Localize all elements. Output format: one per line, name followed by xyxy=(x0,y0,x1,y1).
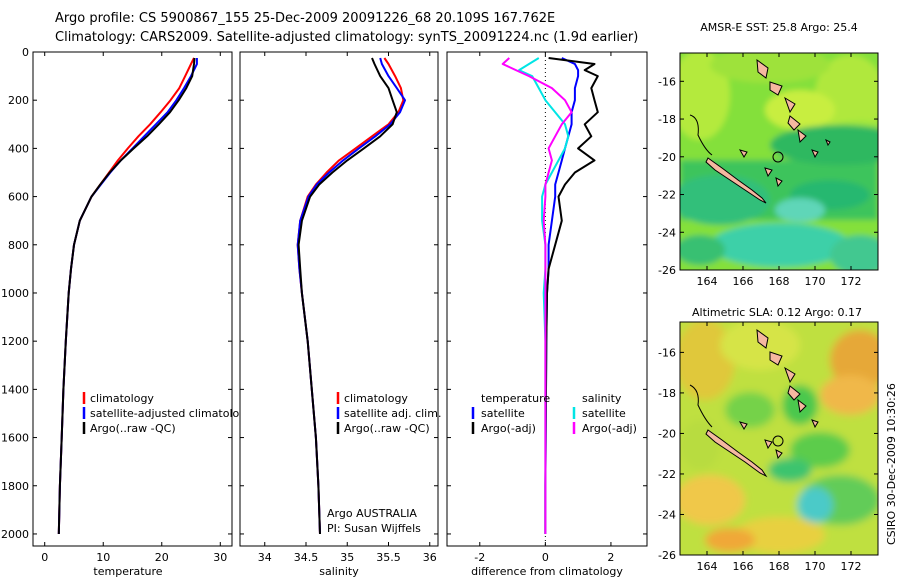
y-tick-label: 1400 xyxy=(1,383,29,396)
y-tick-label: 1800 xyxy=(1,480,29,493)
difference-lines xyxy=(501,52,599,546)
x-tick-label: 30 xyxy=(213,551,227,564)
sla-argo-position-marker xyxy=(772,435,784,447)
map-x-tick-label: 172 xyxy=(841,275,862,288)
sst-map-title: AMSR-E SST: 25.8 Argo: 25.4 xyxy=(700,21,858,34)
map-x-tick-label: 168 xyxy=(769,560,790,573)
salinity-xlabel: salinity xyxy=(319,565,359,578)
map-y-tick-label: -24 xyxy=(658,508,676,521)
map-x-tick-label: 170 xyxy=(805,560,826,573)
sst-map-panel: AMSR-E SST: 25.8 Argo: 25.4 xyxy=(658,21,879,288)
legend-header-temperature: temperature xyxy=(481,392,550,405)
x-tick-label: 0 xyxy=(542,551,549,564)
sla-map-field xyxy=(680,322,878,555)
map-y-tick-label: -18 xyxy=(658,387,676,400)
map-y-tick-label: -22 xyxy=(658,189,676,202)
y-tick-label: 2000 xyxy=(1,528,29,541)
map-x-tick-label: 168 xyxy=(769,275,790,288)
legend-label-temp-satellite: satellite xyxy=(481,407,525,420)
sst-map-field xyxy=(680,53,878,270)
salinity-panel: 34 34.5 35 35.5 36 salinity climatology sate… xyxy=(239,51,441,578)
footer-credit: CSIRO 30-Dec-2009 10:30:26 xyxy=(885,383,898,545)
x-tick-label: 10 xyxy=(96,551,110,564)
temperature-xlabel: temperature xyxy=(93,565,162,578)
map-x-tick-label: 164 xyxy=(697,560,718,573)
institution-annotation: Argo AUSTRALIA xyxy=(327,507,417,520)
legend-label-sal-argo: Argo(-adj) xyxy=(582,422,637,435)
y-tick-label: 0 xyxy=(22,46,29,59)
y-tick-label: 600 xyxy=(8,191,29,204)
y-tick-label: 200 xyxy=(8,94,29,107)
map-x-tick-label: 164 xyxy=(697,275,718,288)
difference-panel: -2 0 2 difference from climatology tempera… xyxy=(446,51,648,578)
x-tick-label: -2 xyxy=(474,551,485,564)
map-y-tick-label: -16 xyxy=(658,346,676,359)
temperature-legend: climatology satellite-adjusted climatolo… xyxy=(82,392,253,435)
sst-argo-position-marker xyxy=(772,151,784,163)
sst-map-ticks: 164 166 168 170 172 -16 -18 -20 -22 -24 -26 xyxy=(658,53,878,288)
legend-label-argo-raw: Argo(..raw -QC) xyxy=(344,422,430,435)
difference-ticks: -2 0 2 xyxy=(447,51,647,564)
x-tick-label: 35 xyxy=(340,551,354,564)
legend-label-climatology: climatology xyxy=(90,392,154,405)
temperature-axes-frame xyxy=(32,51,233,547)
difference-legend: temperature satellite Argo(-adj) salinit… xyxy=(471,392,637,435)
salinity-ticks: 34 34.5 35 35.5 36 xyxy=(240,51,438,564)
x-tick-label: 2 xyxy=(607,551,614,564)
difference-xlabel: difference from climatology xyxy=(471,565,623,578)
x-tick-label: 34.5 xyxy=(294,551,319,564)
map-x-tick-label: 166 xyxy=(733,275,754,288)
y-tick-label: 1000 xyxy=(1,287,29,300)
x-tick-label: 36 xyxy=(423,551,437,564)
map-y-tick-label: -20 xyxy=(658,151,676,164)
map-y-tick-label: -20 xyxy=(658,427,676,440)
map-y-tick-label: -18 xyxy=(658,113,676,126)
series-line-argo-raw-qc xyxy=(57,57,196,535)
legend-header-salinity: salinity xyxy=(582,392,622,405)
temperature-lines xyxy=(57,57,198,535)
salinity-lines xyxy=(296,57,406,535)
legend-label-climatology: climatology xyxy=(344,392,408,405)
legend-label-temp-argo: Argo(-adj) xyxy=(481,422,536,435)
y-tick-label: 1200 xyxy=(1,335,29,348)
map-x-tick-label: 166 xyxy=(733,560,754,573)
legend-label-satellite-adj: satellite adj. clim. xyxy=(344,407,441,420)
x-tick-label: 20 xyxy=(155,551,169,564)
x-tick-label: 34 xyxy=(258,551,272,564)
series-line-argo-raw-qc xyxy=(297,57,398,535)
map-y-tick-label: -26 xyxy=(658,549,676,562)
header-line-1: Argo profile: CS 5900867_155 25-Dec-2009… xyxy=(55,11,555,26)
sla-map-panel: Altimetric SLA: 0.12 Argo: 0.17 xyxy=(658,306,879,573)
y-tick-label: 400 xyxy=(8,142,29,155)
sla-map-ticks: 164 166 168 170 172 -16 -18 -20 -22 -24 -26 xyxy=(658,322,878,573)
pi-annotation: PI: Susan Wijffels xyxy=(327,522,421,535)
sla-map-coastlines xyxy=(689,328,819,478)
map-y-tick-label: -24 xyxy=(658,226,676,239)
map-y-tick-label: -22 xyxy=(658,468,676,481)
x-tick-label: 35.5 xyxy=(376,551,401,564)
y-tick-label: 800 xyxy=(8,239,29,252)
legend-label-argo-raw: Argo(..raw -QC) xyxy=(90,422,176,435)
map-x-tick-label: 170 xyxy=(805,275,826,288)
legend-label-satellite-adjusted-clip: satellite-adjusted climatology xyxy=(90,407,253,420)
salinity-axes-frame xyxy=(239,51,439,547)
header-line-2: Climatology: CARS2009. Satellite-adjuste… xyxy=(55,30,638,45)
legend-label-sal-satellite: satellite xyxy=(582,407,626,420)
y-tick-label: 1600 xyxy=(1,432,29,445)
temperature-panel: 0 10 20 30 0 200 400 600 800 1000 1200 1400 1600 1800… xyxy=(1,46,253,578)
series-line-salinity-argo-adj xyxy=(501,57,573,534)
salinity-legend: climatology satellite adj. clim. Argo(..… xyxy=(336,392,441,435)
map-x-tick-label: 172 xyxy=(841,560,862,573)
legend-label-satellite-adjusted: satellite-adjusted climatology xyxy=(90,407,253,420)
sst-map-coastlines xyxy=(689,58,831,204)
temperature-ticks: 0 10 20 30 0 200 400 600 800 1000 1200 1400 1600 1800… xyxy=(1,46,232,564)
map-y-tick-label: -16 xyxy=(658,75,676,88)
sla-map-title: Altimetric SLA: 0.12 Argo: 0.17 xyxy=(692,306,862,319)
x-tick-label: 0 xyxy=(41,551,48,564)
map-y-tick-label: -26 xyxy=(658,264,676,277)
